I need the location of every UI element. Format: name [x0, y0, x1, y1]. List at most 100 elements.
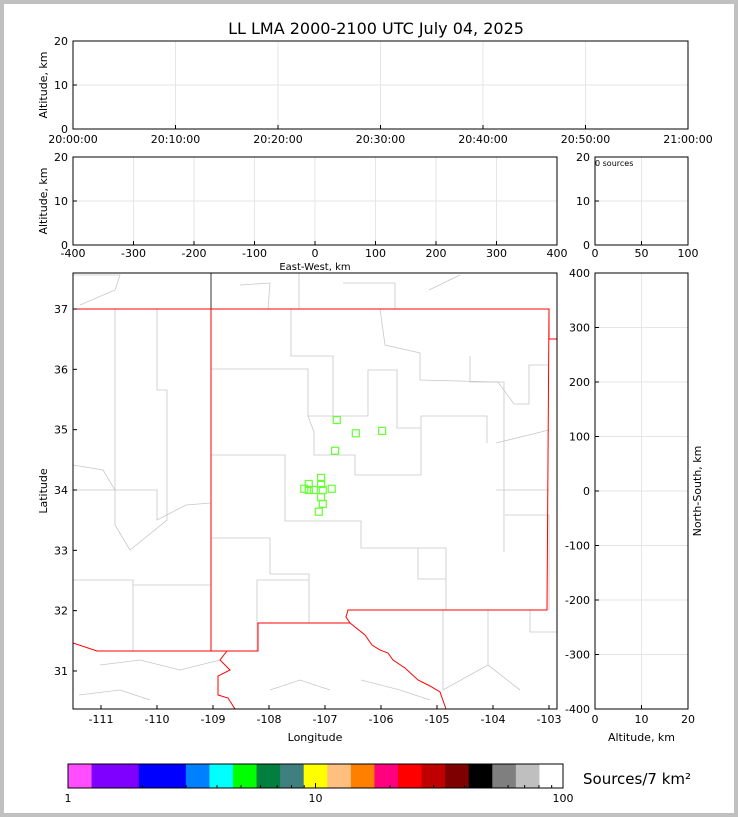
eastwest-altitude-panel: -400 -300 -200 -100 0 100 200 300 400 0 10 20 East-W…: [37, 151, 568, 273]
colorbar-segment: [115, 764, 140, 788]
y-axis-label: Altitude, km: [37, 51, 50, 118]
y-tick-label: 33: [54, 544, 68, 557]
y-tick-label: 200: [569, 376, 590, 389]
x-tick-label: -400: [61, 247, 86, 260]
county-boundary: [114, 309, 168, 551]
x-tick-label: 100: [365, 247, 386, 260]
county-boundary: [269, 679, 331, 691]
x-tick-label: 20:10:00: [151, 133, 200, 146]
nm-state-border: [345, 308, 550, 624]
x-tick-label: 0: [592, 247, 599, 260]
colorbar-tick-label: 10: [309, 792, 323, 805]
figure-title: LL LMA 2000-2100 UTC July 04, 2025: [228, 19, 524, 38]
y-axis-label: North-South, km: [691, 446, 704, 537]
x-tick-label: 20:40:00: [458, 133, 507, 146]
x-tick-label: 21:00:00: [663, 133, 712, 146]
x-tick-label: 20:50:00: [561, 133, 610, 146]
county-boundary: [442, 610, 521, 691]
county-boundary: [78, 689, 151, 701]
colorbar-segment: [91, 764, 116, 788]
y-tick-label: 35: [54, 424, 68, 437]
county-boundary: [211, 537, 310, 623]
source-count-annotation: 0 sources: [595, 159, 633, 168]
axes-frame: [72, 272, 558, 710]
county-boundary: [211, 368, 488, 443]
x-tick-label: -110: [145, 713, 170, 726]
x-tick-label: -100: [242, 247, 267, 260]
y-tick-label: -300: [565, 649, 590, 662]
x-tick-label: -108: [257, 713, 282, 726]
county-boundary: [307, 415, 422, 476]
x-tick-label: -109: [201, 713, 226, 726]
x-tick-label: -105: [425, 713, 450, 726]
map-layer: [73, 273, 557, 709]
colorbar-tick-label: 1: [65, 792, 72, 805]
x-tick-label: 0: [592, 713, 599, 726]
county-boundary: [343, 282, 396, 309]
county-boundary: [211, 454, 447, 610]
county-boundary: [360, 679, 431, 701]
x-axis-label: East-West, km: [279, 262, 350, 273]
source-marker: [316, 473, 326, 483]
x-tick-label: 400: [547, 247, 568, 260]
y-tick-label: 0: [61, 123, 68, 136]
y-tick-label: 0: [583, 485, 590, 498]
colorbar-segment: [280, 764, 305, 788]
nm-state-border: [73, 622, 350, 652]
colorbar-segment: [185, 764, 210, 788]
x-axis-label: Altitude, km: [608, 731, 675, 744]
county-boundary: [99, 659, 221, 671]
y-tick-label: 0: [61, 239, 68, 252]
colorbar-segment: [209, 764, 234, 788]
x-tick-label: -300: [121, 247, 146, 260]
time-altitude-panel: 20:00:00 20:10:00 20:20:00 20:30:00 20:40:00…: [37, 35, 713, 146]
x-tick-label: 20:20:00: [253, 133, 302, 146]
source-marker: [330, 446, 340, 455]
plan-view-map-panel: -111 -110 -109 -108 -107 -106 -105 -104 -103 31 32…: [37, 272, 562, 744]
altitude-histogram-panel: 0 sources 0 50 100 0 10 20: [576, 151, 699, 260]
x-tick-label: 300: [486, 247, 507, 260]
x-tick-label: -107: [313, 713, 338, 726]
colorbar-segment: [374, 764, 399, 788]
x-axis-label: Longitude: [288, 731, 343, 744]
colorbar-tick-label: 100: [553, 792, 574, 805]
county-boundary: [417, 548, 446, 580]
y-tick-label: 400: [569, 267, 590, 280]
colorbar-segment: [445, 764, 470, 788]
x-tick-label: -106: [369, 713, 394, 726]
county-boundary: [469, 356, 505, 552]
x-tick-label: 20:00:00: [48, 133, 97, 146]
y-tick-label: 34: [54, 484, 68, 497]
source-marker: [316, 479, 326, 489]
source-marker: [378, 426, 387, 435]
colorbar-segment: [68, 764, 93, 788]
source-marker: [314, 507, 323, 516]
y-tick-label: -400: [565, 703, 590, 716]
source-marker: [332, 415, 341, 425]
x-tick-label: 50: [635, 247, 649, 260]
colorbar-segment: [515, 764, 540, 788]
county-boundary: [73, 274, 121, 306]
x-tick-label: -103: [537, 713, 562, 726]
y-axis-label: Latitude: [37, 468, 50, 514]
y-tick-label: 32: [54, 605, 68, 618]
source-marker: [300, 484, 309, 493]
source-marker: [318, 499, 327, 508]
x-tick-label: -104: [481, 713, 506, 726]
y-tick-label: -200: [565, 594, 590, 607]
x-tick-label: 20: [681, 713, 695, 726]
y-tick-label: 100: [569, 431, 590, 444]
altitude-northsouth-panel: 0 10 20 -400 -300 -200 -100 0 100 200 300 400 Altitu…: [565, 267, 704, 744]
x-tick-label: -200: [182, 247, 207, 260]
colorbar-segment: [539, 764, 564, 788]
county-boundary: [428, 274, 461, 291]
colorbar-segment: [350, 764, 375, 788]
y-tick-label: 10: [54, 79, 68, 92]
colorbar-segment: [138, 764, 163, 788]
nm-state-border: [349, 622, 447, 709]
y-tick-label: 20: [576, 151, 590, 164]
county-boundary: [529, 610, 557, 633]
x-tick-label: 0: [312, 247, 319, 260]
colorbar-segment: [468, 764, 493, 788]
y-tick-label: 0: [583, 239, 590, 252]
